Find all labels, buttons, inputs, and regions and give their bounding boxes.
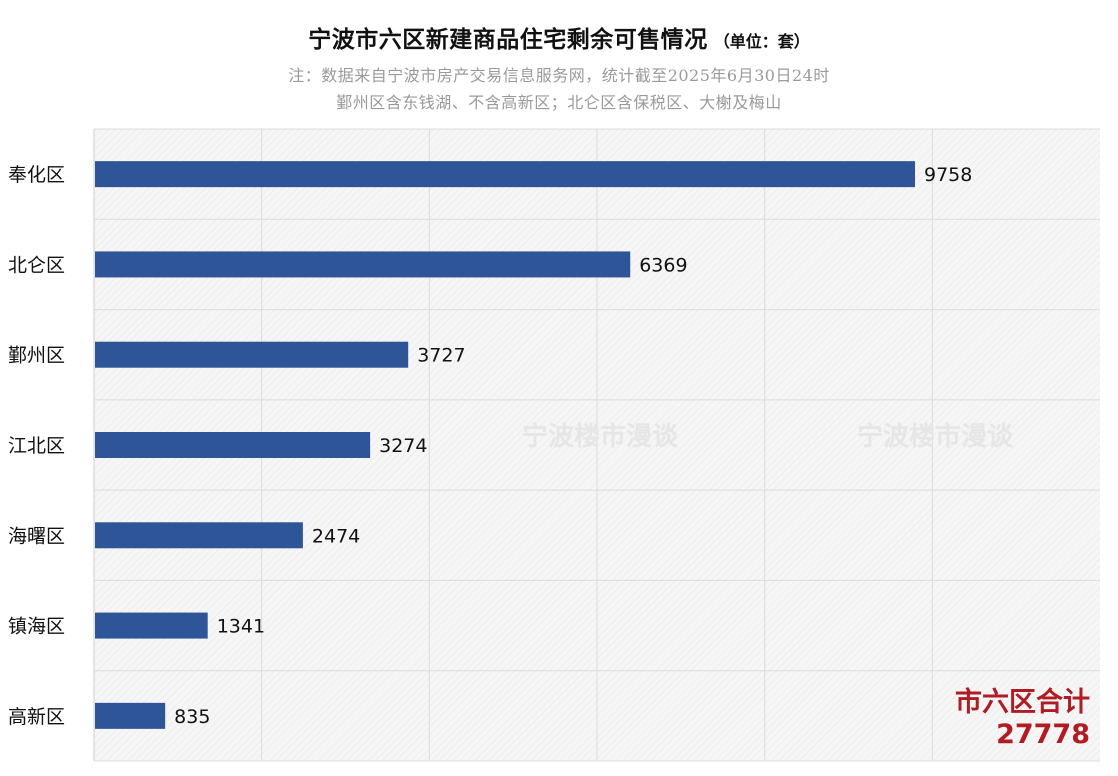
- bar: [95, 161, 915, 188]
- total-label: 市六区合计: [955, 687, 1090, 718]
- total-value: 27778: [996, 719, 1090, 750]
- data-label: 3727: [417, 345, 465, 367]
- bar: [95, 522, 303, 549]
- data-label: 3274: [379, 435, 427, 457]
- data-label: 2474: [312, 525, 360, 547]
- total-callout: 市六区合计 27778: [955, 680, 1090, 750]
- category-label: 鄞州区: [8, 345, 65, 367]
- watermark: 宁波楼市漫谈: [857, 421, 1014, 452]
- title-block: 宁波市六区新建商品住宅剩余可售情况 （单位：套）: [0, 20, 1118, 54]
- bar: [95, 612, 208, 639]
- category-label: 高新区: [8, 706, 65, 728]
- category-label: 北仑区: [8, 254, 65, 276]
- unit-label: （单位：套）: [713, 32, 810, 51]
- data-label: 1341: [217, 616, 265, 638]
- bar: [95, 432, 371, 458]
- category-label: 江北区: [8, 435, 65, 457]
- data-label: 835: [174, 706, 210, 728]
- note-line-1: 注：数据来自宁波市房产交易信息服务网，统计截至2025年6月30日24时: [288, 66, 830, 85]
- data-label: 6369: [639, 254, 687, 276]
- category-label: 镇海区: [8, 616, 65, 638]
- watermark: 宁波楼市漫谈: [522, 421, 679, 452]
- bar: [95, 251, 631, 278]
- category-label: 奉化区: [8, 164, 65, 186]
- category-label: 海曙区: [8, 525, 65, 547]
- bar: [95, 341, 409, 368]
- note-line-2: 鄞州区含东钱湖、不含高新区；北仑区含保税区、大榭及梅山: [336, 93, 782, 112]
- chart-title: 宁波市六区新建商品住宅剩余可售情况: [308, 27, 708, 53]
- data-label: 9758: [924, 164, 972, 186]
- bar: [95, 702, 166, 729]
